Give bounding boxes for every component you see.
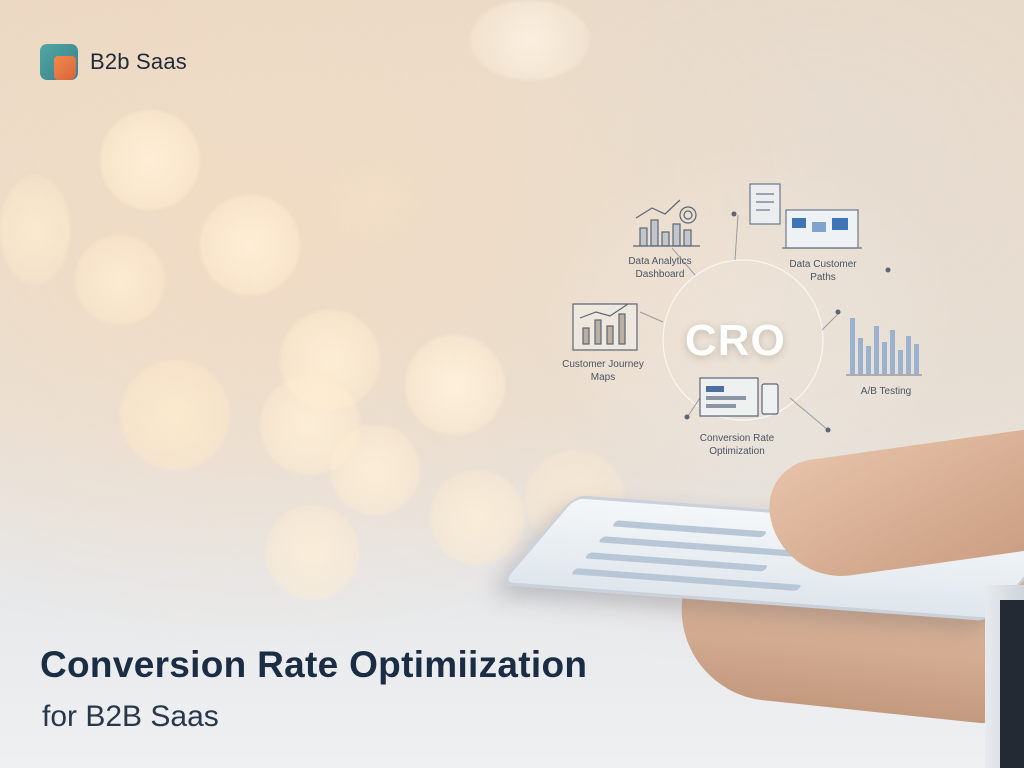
page-title: Conversion Rate Optimiization <box>40 644 588 685</box>
node-dot <box>885 267 891 273</box>
analytics-chart-icon <box>633 199 700 247</box>
brand-logo: B2b Saas <box>40 44 187 80</box>
node-label-data-analytics: Data Analytics Dashboard <box>628 256 692 280</box>
brand-logo-icon <box>40 44 78 80</box>
ab-testing-bars-icon <box>846 318 922 376</box>
connector-line <box>821 311 841 331</box>
brand-name: B2b Saas <box>90 49 188 74</box>
node-dot <box>835 309 841 315</box>
conversion-screen-icon <box>699 377 779 417</box>
journey-map-icon <box>572 303 638 351</box>
node-dot <box>825 427 831 433</box>
cro-center-label: CRO <box>685 316 786 365</box>
cro-ring <box>662 259 824 421</box>
node-label-conversion-rate: Conversion Rate Optimization <box>699 433 775 457</box>
page-subtitle: for B2B Saas <box>42 700 219 733</box>
connector-line <box>734 214 739 261</box>
connector-line <box>639 311 664 323</box>
node-dot <box>731 211 737 217</box>
node-label-ab-testing: A/B Testing <box>860 386 912 397</box>
connector-line <box>687 397 701 417</box>
dashboard-screen-icon <box>749 183 862 249</box>
node-dot <box>684 414 690 420</box>
connector-line <box>789 397 829 431</box>
connector-line <box>671 247 696 276</box>
suit-sleeve <box>1000 600 1024 768</box>
node-label-customer-journey: Customer Journey Maps <box>562 359 644 383</box>
node-label-data-customer: Data Customer Paths <box>789 259 857 283</box>
